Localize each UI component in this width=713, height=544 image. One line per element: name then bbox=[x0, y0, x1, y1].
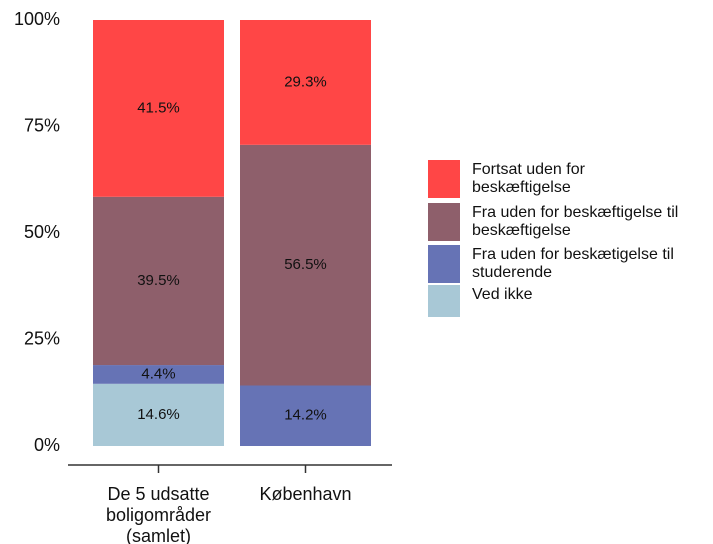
x-tick-label: København bbox=[259, 484, 352, 504]
bar-segment bbox=[93, 20, 224, 197]
legend-swatch bbox=[428, 160, 460, 198]
bar-segment bbox=[93, 365, 224, 384]
legend-label: Fortsat uden for beskæftigelse bbox=[472, 161, 585, 196]
x-tick-label: De 5 udsatte boligområder (samlet) bbox=[105, 484, 212, 544]
legend-label: Fra uden for beskæftigelse til beskæftig… bbox=[472, 204, 679, 239]
data-label: 14.6% bbox=[137, 406, 180, 423]
legend-swatch bbox=[428, 245, 460, 283]
legend-item: Fra uden for beskætigelse til studerende bbox=[428, 245, 713, 283]
legend-label: Fra uden for beskætigelse til studerende bbox=[472, 246, 674, 281]
y-tick-label: 50% bbox=[24, 222, 60, 242]
data-label: 41.5% bbox=[137, 99, 180, 116]
data-label: 39.5% bbox=[137, 272, 180, 289]
legend-swatch bbox=[428, 285, 460, 317]
bar-segment bbox=[93, 196, 224, 366]
bar-segment bbox=[240, 20, 371, 145]
bar-segment bbox=[240, 385, 371, 446]
legend-item: Fortsat uden for beskæftigelse bbox=[428, 160, 622, 198]
data-label: 29.3% bbox=[284, 73, 327, 90]
bar-segment bbox=[93, 383, 224, 446]
data-label: 14.2% bbox=[284, 407, 327, 424]
legend-swatch bbox=[428, 203, 460, 241]
legend-label: Ved ikke bbox=[472, 286, 533, 303]
legend-item: Fra uden for beskæftigelse til beskæftig… bbox=[428, 203, 713, 241]
y-tick-label: 75% bbox=[24, 115, 60, 135]
bar-segment bbox=[240, 144, 371, 386]
data-label: 4.4% bbox=[141, 365, 175, 382]
legend-item: Ved ikke bbox=[428, 285, 672, 317]
y-tick-label: 100% bbox=[14, 9, 60, 29]
y-tick-label: 0% bbox=[34, 435, 60, 455]
y-tick-label: 25% bbox=[24, 328, 60, 348]
data-label: 56.5% bbox=[284, 256, 327, 273]
